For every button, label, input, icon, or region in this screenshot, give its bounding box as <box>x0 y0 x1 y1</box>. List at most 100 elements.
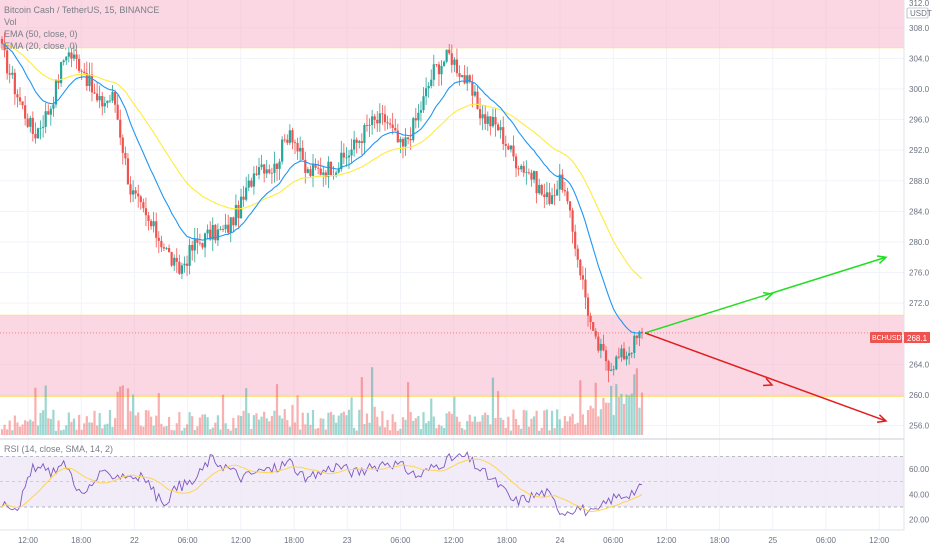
y-tick-label: 260.0 <box>909 391 930 400</box>
volume-bar <box>203 414 207 435</box>
candle-body <box>160 240 163 248</box>
candle-body <box>507 145 510 150</box>
candle-body <box>13 72 16 95</box>
volume-bar <box>275 384 279 435</box>
candle-body <box>617 356 620 358</box>
candle-body <box>396 130 399 143</box>
volume-bar <box>52 409 55 435</box>
candle-body <box>263 164 266 174</box>
volume-bar <box>70 421 73 435</box>
candle-body <box>21 101 24 106</box>
candle-body <box>435 64 438 66</box>
volume-bar <box>126 388 130 435</box>
volume-bar <box>196 426 199 435</box>
volume-bar <box>124 429 127 435</box>
candle-body <box>209 229 212 240</box>
ema50-line <box>1 43 643 280</box>
volume-bar <box>317 427 320 435</box>
candle-body <box>72 54 76 59</box>
candle-body <box>324 172 327 178</box>
candle-body <box>630 352 633 354</box>
volume-bar <box>173 430 176 435</box>
candle-body <box>407 137 410 140</box>
candle-body <box>563 190 566 192</box>
volume-bar <box>185 424 189 435</box>
candle-body <box>88 74 91 86</box>
bearish-projection-arrow <box>644 332 887 422</box>
volume-bar <box>445 413 448 435</box>
x-tick-label: 18:00 <box>71 536 92 545</box>
volume-bar <box>594 382 597 435</box>
volume-bar <box>399 428 402 435</box>
candle-body <box>139 196 142 203</box>
candle-body <box>579 259 582 276</box>
candle-body <box>180 265 184 274</box>
volume-bar <box>381 411 384 435</box>
volume-bar <box>615 384 618 435</box>
candle-body <box>430 79 433 87</box>
candle-body <box>460 75 464 77</box>
candle-body <box>419 110 423 113</box>
candle-body <box>455 59 459 74</box>
volume-bar <box>224 423 227 435</box>
candle-body <box>234 204 237 226</box>
volume-bar <box>34 387 37 435</box>
y-tick-label: 256.0 <box>909 422 930 431</box>
candle-body <box>124 152 127 159</box>
candle-body <box>273 163 276 173</box>
volume-bar <box>332 414 335 435</box>
candle-body <box>514 156 518 169</box>
candle-body <box>478 109 482 119</box>
volume-bar <box>278 415 281 435</box>
volume-bar <box>39 412 42 435</box>
volume-bar <box>26 421 29 435</box>
volume-bar <box>396 430 399 435</box>
volume-bar <box>458 421 461 435</box>
volume-bar <box>440 425 443 435</box>
candle-body <box>301 147 304 160</box>
volume-bar <box>579 380 582 435</box>
volume-bar <box>481 415 484 435</box>
volume-bar <box>265 418 268 435</box>
volume-bar <box>257 419 261 435</box>
candle-body <box>36 128 40 139</box>
candle-body <box>342 152 345 158</box>
candle-body <box>188 244 191 266</box>
candle-body <box>553 195 556 197</box>
volume-bar <box>340 413 343 435</box>
candle-body <box>414 118 417 121</box>
candle-body <box>144 208 148 216</box>
y-tick-label: 296.0 <box>909 116 930 125</box>
candle-body <box>3 43 6 51</box>
candle-body <box>319 168 322 175</box>
candle-body <box>566 191 569 202</box>
candles <box>0 32 644 383</box>
candle-body <box>29 117 32 127</box>
volume-bar <box>29 419 32 435</box>
candle-body <box>255 173 258 175</box>
candle-body <box>304 159 307 173</box>
candle-body <box>473 91 477 96</box>
y-tick-label: 288.0 <box>909 177 930 186</box>
candle-body <box>39 127 42 129</box>
candle-body <box>468 75 471 82</box>
candle-body <box>602 343 605 351</box>
bearish-projection-arrow-head <box>876 414 888 423</box>
x-tick-label: 12:00 <box>656 536 677 545</box>
volume-bar <box>209 429 212 435</box>
y-tick-label: 308.0 <box>909 24 930 33</box>
volume-bars <box>0 367 644 435</box>
y-tick-label: 272.0 <box>909 299 930 308</box>
volume-bar <box>355 430 358 435</box>
volume-bar <box>49 418 52 435</box>
candle-body <box>432 64 435 80</box>
candle-body <box>486 116 489 124</box>
volume-bar <box>101 428 104 435</box>
candle-body <box>62 60 65 63</box>
candle-body <box>522 165 525 173</box>
candle-body <box>584 279 587 298</box>
candle-body <box>16 94 19 98</box>
candle-body <box>568 201 572 211</box>
